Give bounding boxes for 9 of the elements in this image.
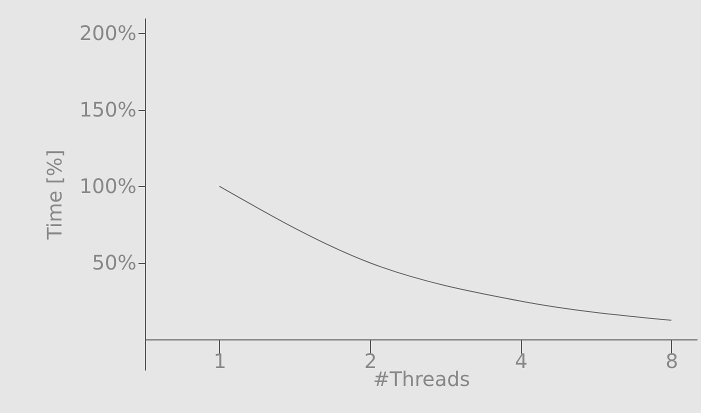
x-tick-label: 1 [214, 348, 226, 373]
y-axis-title: Time [%] [42, 150, 66, 240]
y-tick-label: 100% [79, 174, 136, 198]
y-tick-label: 200% [79, 20, 136, 45]
x-tick-label: 8 [666, 348, 678, 373]
line-series [218, 186, 672, 321]
y-tick-label: 50% [92, 250, 136, 274]
x-tick-label: 4 [514, 348, 528, 373]
y-tick-label: 150% [79, 97, 136, 122]
